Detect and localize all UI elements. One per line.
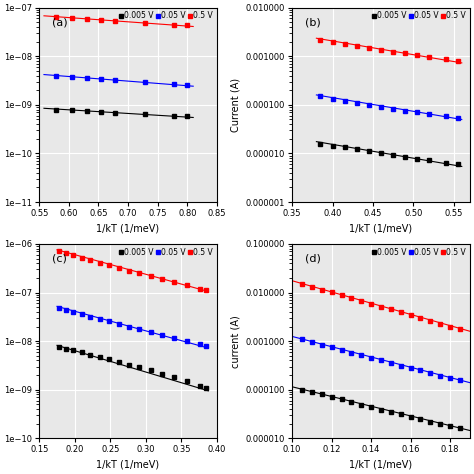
Y-axis label: Current (A): Current (A) [230, 78, 240, 132]
Legend: 0.005 V, 0.05 V, 0.5 V: 0.005 V, 0.05 V, 0.5 V [116, 245, 216, 260]
Text: (c): (c) [52, 254, 66, 264]
Text: (b): (b) [305, 18, 320, 27]
Y-axis label: current (A): current (A) [230, 315, 240, 367]
X-axis label: 1/kT (1/meV): 1/kT (1/meV) [349, 460, 412, 470]
Legend: 0.005 V, 0.05 V, 0.5 V: 0.005 V, 0.05 V, 0.5 V [369, 245, 469, 260]
Text: (a): (a) [52, 18, 67, 27]
Legend: 0.005 V, 0.05 V, 0.5 V: 0.005 V, 0.05 V, 0.5 V [116, 9, 216, 24]
X-axis label: 1/kT (1/meV): 1/kT (1/meV) [349, 224, 412, 234]
X-axis label: 1/kT (1/meV): 1/kT (1/meV) [97, 460, 160, 470]
Text: (d): (d) [305, 254, 320, 264]
Legend: 0.005 V, 0.05 V, 0.5 V: 0.005 V, 0.05 V, 0.5 V [369, 9, 469, 24]
X-axis label: 1/kT (1/meV): 1/kT (1/meV) [97, 224, 160, 234]
